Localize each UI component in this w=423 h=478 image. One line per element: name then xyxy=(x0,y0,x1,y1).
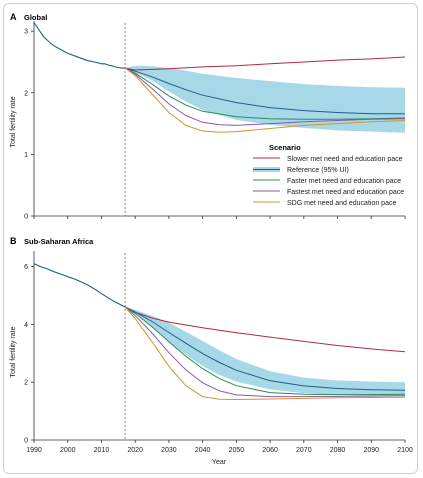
y-tick-label: 3 xyxy=(24,29,28,36)
x-tick-label: 2020 xyxy=(127,447,143,454)
series-line-1 xyxy=(124,306,406,353)
x-tick-label: 2000 xyxy=(60,447,76,454)
series-line-5 xyxy=(124,306,406,401)
x-axis-title: Year xyxy=(212,459,227,466)
plot-area: 0 1 2 3 xyxy=(24,21,406,221)
legend-entry-fastest: Fastest met need and education pace xyxy=(253,189,404,196)
uncertainty-band xyxy=(125,307,405,397)
panel-sub-saharan-africa: B Sub-Saharan Africa Total fertility rat… xyxy=(10,236,413,466)
legend-entry-slower: Slower met need and education pace xyxy=(253,156,403,163)
series-line-1 xyxy=(125,56,406,71)
history-line xyxy=(33,22,126,69)
series-line-4 xyxy=(124,67,406,126)
legend-label: Slower met need and education pace xyxy=(287,156,403,163)
legend-label: Reference (95% UI) xyxy=(287,167,349,174)
figure-frame xyxy=(3,3,418,474)
y-tick-label: 4 xyxy=(24,322,28,329)
series-line-2 xyxy=(124,67,405,115)
legend-label: Faster met need and education pace xyxy=(287,178,401,185)
y-tick-label: 2 xyxy=(24,90,28,97)
y-tick-label: 2 xyxy=(24,380,28,387)
legend: Scenario Slower met need and education p… xyxy=(253,143,404,207)
y-axis-title: Total fertility rate xyxy=(10,96,17,147)
uncertainty-band xyxy=(125,65,405,133)
y-tick-label: 0 xyxy=(24,438,28,445)
legend-title: Scenario xyxy=(269,143,301,152)
legend-label: Fastest met need and education pace xyxy=(287,189,404,196)
y-tick-label: 0 xyxy=(24,214,28,221)
panel-title: Sub-Saharan Africa xyxy=(24,237,94,246)
series-line-2 xyxy=(124,306,406,391)
panel-title: Global xyxy=(24,13,47,22)
x-tick-label: 2070 xyxy=(296,447,312,454)
legend-entry-sdg: SDG met need and education pace xyxy=(253,200,396,207)
panel-letter: A xyxy=(10,12,17,22)
x-tick-label: 2030 xyxy=(161,447,177,454)
x-tick-label: 2040 xyxy=(195,447,211,454)
y-tick-label: 6 xyxy=(24,264,28,271)
history-line xyxy=(33,263,126,308)
panel-global: A Global Total fertility rate 0 1 2 3 Scena… xyxy=(10,12,406,221)
legend-entry-reference: Reference (95% UI) xyxy=(253,167,349,174)
y-tick-label: 1 xyxy=(24,152,28,159)
legend-entry-faster: Faster met need and education pace xyxy=(253,178,401,185)
x-tick-label: 2050 xyxy=(229,447,245,454)
series-line-5 xyxy=(124,67,406,133)
x-tick-label: 2010 xyxy=(94,447,110,454)
y-axis-title: Total fertility rate xyxy=(10,326,17,377)
series-line-3 xyxy=(124,306,406,396)
x-tick-label: 2100 xyxy=(397,447,413,454)
x-tick-label: 2090 xyxy=(363,447,379,454)
x-tick-label: 1990 xyxy=(26,447,42,454)
x-tick-label: 2080 xyxy=(330,447,346,454)
series-line-3 xyxy=(124,67,406,120)
x-tick-label: 2060 xyxy=(262,447,278,454)
panel-letter: B xyxy=(10,236,17,246)
legend-label: SDG met need and education pace xyxy=(287,200,396,207)
plot-area: 0 2 4 6 1990 2000 2010 2020 2030 2040 2050 2060 2070… xyxy=(24,251,413,454)
series-line-4 xyxy=(124,306,406,398)
